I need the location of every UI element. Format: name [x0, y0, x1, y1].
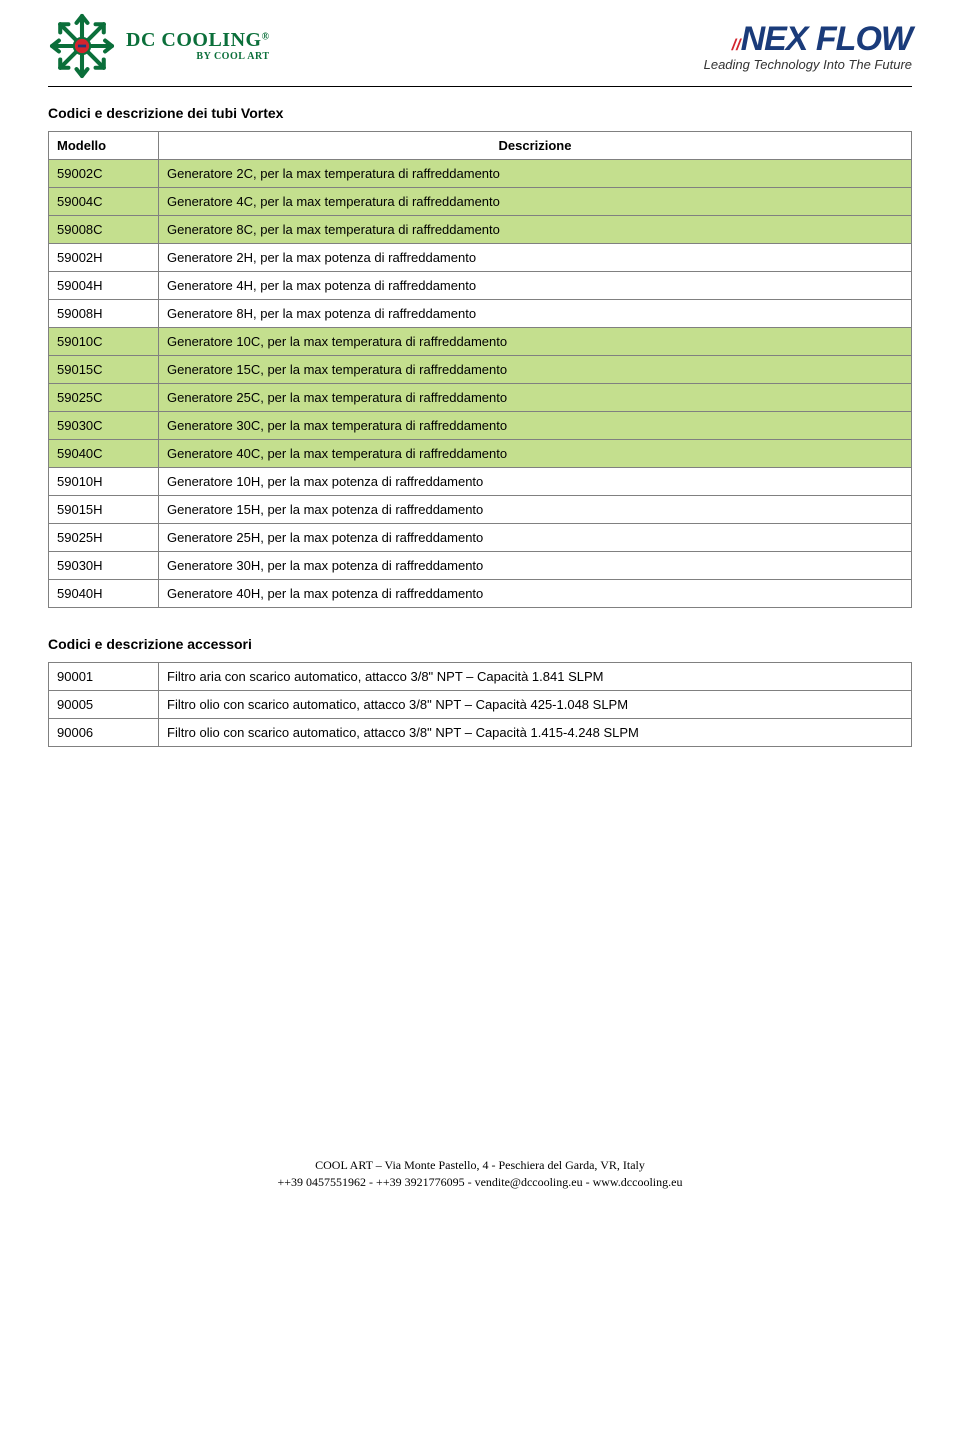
- table-row: 59010CGeneratore 10C, per la max tempera…: [49, 328, 912, 356]
- cell-code: 90001: [49, 663, 159, 691]
- cell-desc: Filtro olio con scarico automatico, atta…: [159, 719, 912, 747]
- cell-desc: Filtro aria con scarico automatico, atta…: [159, 663, 912, 691]
- table-row: 59002CGeneratore 2C, per la max temperat…: [49, 160, 912, 188]
- snowflake-icon: [48, 12, 116, 80]
- col-descrizione: Descrizione: [159, 132, 912, 160]
- cell-desc: Generatore 25H, per la max potenza di ra…: [159, 524, 912, 552]
- cell-code: 59010C: [49, 328, 159, 356]
- accessories-table: 90001Filtro aria con scarico automatico,…: [48, 662, 912, 747]
- dc-brand: DC COOLING: [126, 29, 262, 51]
- cell-desc: Generatore 2C, per la max temperatura di…: [159, 160, 912, 188]
- cell-code: 59002C: [49, 160, 159, 188]
- cell-code: 59025C: [49, 384, 159, 412]
- table-row: 59010HGeneratore 10H, per la max potenza…: [49, 468, 912, 496]
- section2-title: Codici e descrizione accessori: [48, 636, 912, 652]
- cell-desc: Generatore 40C, per la max temperatura d…: [159, 440, 912, 468]
- cell-desc: Generatore 40H, per la max potenza di ra…: [159, 580, 912, 608]
- table-row: 59015CGeneratore 15C, per la max tempera…: [49, 356, 912, 384]
- cell-code: 59008H: [49, 300, 159, 328]
- table-row: 59004HGeneratore 4H, per la max potenza …: [49, 272, 912, 300]
- cell-code: 59015C: [49, 356, 159, 384]
- cell-code: 59040H: [49, 580, 159, 608]
- cell-code: 59002H: [49, 244, 159, 272]
- cell-desc: Generatore 2H, per la max potenza di raf…: [159, 244, 912, 272]
- section1-title: Codici e descrizione dei tubi Vortex: [48, 105, 912, 121]
- table-row: 59025HGeneratore 25H, per la max potenza…: [49, 524, 912, 552]
- dc-reg: ®: [262, 32, 270, 43]
- cell-desc: Generatore 15H, per la max potenza di ra…: [159, 496, 912, 524]
- page: DC COOLING® BY COOL ART //NEX FLOW Leadi…: [0, 0, 960, 1211]
- logo-dc-cooling: DC COOLING® BY COOL ART: [48, 12, 270, 80]
- cell-code: 59004C: [49, 188, 159, 216]
- col-modello: Modello: [49, 132, 159, 160]
- table-row: 59030HGeneratore 30H, per la max potenza…: [49, 552, 912, 580]
- table-row: 59004CGeneratore 4C, per la max temperat…: [49, 188, 912, 216]
- cell-desc: Generatore 8H, per la max potenza di raf…: [159, 300, 912, 328]
- footer: COOL ART – Via Monte Pastello, 4 - Pesch…: [48, 1157, 912, 1191]
- vortex-table: Modello Descrizione 59002CGeneratore 2C,…: [48, 131, 912, 608]
- cell-desc: Generatore 10C, per la max temperatura d…: [159, 328, 912, 356]
- header: DC COOLING® BY COOL ART //NEX FLOW Leadi…: [48, 12, 912, 87]
- logo-nex-flow: //NEX FLOW Leading Technology Into The F…: [704, 22, 912, 71]
- cell-desc: Generatore 4H, per la max potenza di raf…: [159, 272, 912, 300]
- cell-code: 59008C: [49, 216, 159, 244]
- dc-byline: BY COOL ART: [126, 52, 270, 62]
- table-row: 59008CGeneratore 8C, per la max temperat…: [49, 216, 912, 244]
- table-row: 59002HGeneratore 2H, per la max potenza …: [49, 244, 912, 272]
- footer-line2: ++39 0457551962 - ++39 3921776095 - vend…: [48, 1174, 912, 1191]
- table-row: 59040CGeneratore 40C, per la max tempera…: [49, 440, 912, 468]
- table-row: 59030CGeneratore 30C, per la max tempera…: [49, 412, 912, 440]
- table-row: 59015HGeneratore 15H, per la max potenza…: [49, 496, 912, 524]
- footer-line1: COOL ART – Via Monte Pastello, 4 - Pesch…: [48, 1157, 912, 1174]
- cell-desc: Generatore 10H, per la max potenza di ra…: [159, 468, 912, 496]
- table-row: 90005Filtro olio con scarico automatico,…: [49, 691, 912, 719]
- cell-desc: Generatore 8C, per la max temperatura di…: [159, 216, 912, 244]
- table-row: 90006Filtro olio con scarico automatico,…: [49, 719, 912, 747]
- nex-slash-icon: //: [732, 37, 741, 54]
- table-row: 90001Filtro aria con scarico automatico,…: [49, 663, 912, 691]
- cell-code: 59004H: [49, 272, 159, 300]
- cell-desc: Generatore 30H, per la max potenza di ra…: [159, 552, 912, 580]
- nex-tagline: Leading Technology Into The Future: [704, 58, 912, 71]
- cell-code: 59030H: [49, 552, 159, 580]
- cell-code: 59040C: [49, 440, 159, 468]
- table-row: 59025CGeneratore 25C, per la max tempera…: [49, 384, 912, 412]
- cell-desc: Generatore 25C, per la max temperatura d…: [159, 384, 912, 412]
- cell-code: 90006: [49, 719, 159, 747]
- cell-desc: Filtro olio con scarico automatico, atta…: [159, 691, 912, 719]
- cell-code: 59010H: [49, 468, 159, 496]
- cell-code: 59025H: [49, 524, 159, 552]
- table-header-row: Modello Descrizione: [49, 132, 912, 160]
- cell-desc: Generatore 4C, per la max temperatura di…: [159, 188, 912, 216]
- nex-brand: NEX FLOW: [741, 20, 912, 58]
- cell-desc: Generatore 15C, per la max temperatura d…: [159, 356, 912, 384]
- cell-code: 90005: [49, 691, 159, 719]
- dc-text: DC COOLING® BY COOL ART: [126, 30, 270, 62]
- cell-code: 59015H: [49, 496, 159, 524]
- cell-desc: Generatore 30C, per la max temperatura d…: [159, 412, 912, 440]
- cell-code: 59030C: [49, 412, 159, 440]
- table-row: 59008HGeneratore 8H, per la max potenza …: [49, 300, 912, 328]
- table-row: 59040HGeneratore 40H, per la max potenza…: [49, 580, 912, 608]
